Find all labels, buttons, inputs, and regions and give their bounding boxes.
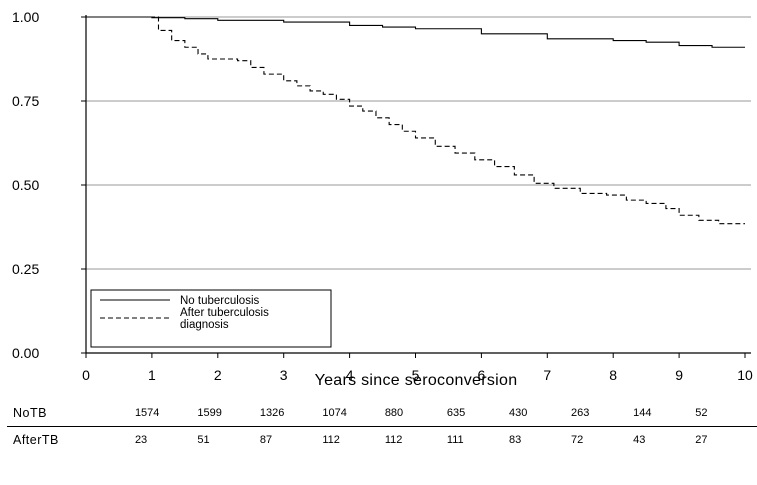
- risk-table-cell: 112: [322, 434, 340, 446]
- risk-table-row-label: NoTB: [7, 400, 135, 427]
- series-lines: [86, 16, 745, 225]
- risk-table-cell: 1326: [259, 400, 323, 427]
- y-tick-label: 0.75: [12, 93, 39, 109]
- x-axis-label: Years since seroconversion: [315, 372, 518, 389]
- y-tick-label: 1.00: [12, 9, 39, 25]
- risk-table-cell: 430: [508, 400, 572, 427]
- legend-label: diagnosis: [180, 319, 229, 331]
- x-tick-label: 10: [737, 367, 753, 383]
- x-tick-label: 3: [280, 367, 288, 383]
- y-tick-label: 0.00: [12, 345, 39, 361]
- x-tick-label: 7: [543, 367, 551, 383]
- risk-table-row-label: AfterTB: [13, 433, 59, 447]
- x-tick-label: 2: [214, 367, 222, 383]
- survival-chart: 0.00 0.25 0.50 0.75 1.00 0 1 2 3 4 5 6 7 8 9 10 No tube…: [12, 9, 753, 389]
- grid-lines: [86, 16, 751, 270]
- risk-table-cell: 111: [446, 434, 464, 446]
- risk-table-cell: 635: [446, 400, 509, 427]
- risk-table: NoTB 1574 1599 1326 1074 880 635 430 263 144 52 Aft…: [7, 400, 757, 453]
- legend-label: No tuberculosis: [180, 295, 260, 307]
- risk-table-cell: 1599: [197, 400, 260, 427]
- risk-table-cell: 112: [384, 434, 403, 446]
- risk-table-cell: 27: [695, 434, 708, 446]
- risk-table-cell: 83: [508, 434, 522, 446]
- risk-table-cell: 880: [384, 400, 447, 427]
- risk-table-row: NoTB 1574 1599 1326 1074 880 635 430 263 144 52: [7, 400, 757, 427]
- x-tick-label: 0: [82, 367, 90, 383]
- x-tick-label: 1: [148, 367, 156, 383]
- risk-table-cell: 72: [571, 434, 584, 446]
- risk-table-cell: 23: [134, 434, 148, 446]
- risk-table-cell: 87: [259, 434, 273, 446]
- risk-table-cell: 1574: [134, 400, 198, 427]
- axes: 0.00 0.25 0.50 0.75 1.00 0 1 2 3 4 5 6 7 8 9 10: [12, 9, 753, 383]
- x-tick-label: 5: [412, 367, 420, 383]
- risk-table-cell: 43: [633, 434, 646, 446]
- risk-table-cell: 51: [197, 434, 210, 446]
- x-tick-label: 6: [478, 367, 486, 383]
- risk-table-row: AfterTB 23 51 87 112 112 111 83 72 43 27: [7, 427, 757, 454]
- after-tb-line: [86, 16, 745, 225]
- risk-table-cell: 1074: [322, 400, 385, 427]
- legend-label: After tuberculosis: [180, 307, 269, 319]
- x-tick-label: 8: [609, 367, 617, 383]
- x-tick-label: 9: [675, 367, 683, 383]
- risk-table-cell: 144: [633, 400, 696, 427]
- y-tick-label: 0.50: [12, 177, 39, 193]
- x-tick-label: 4: [346, 367, 354, 383]
- y-tick-label: 0.25: [12, 261, 39, 277]
- risk-table-cell: 52: [695, 400, 757, 427]
- no-tb-line: [86, 16, 745, 48]
- risk-table-cell: 263: [571, 400, 634, 427]
